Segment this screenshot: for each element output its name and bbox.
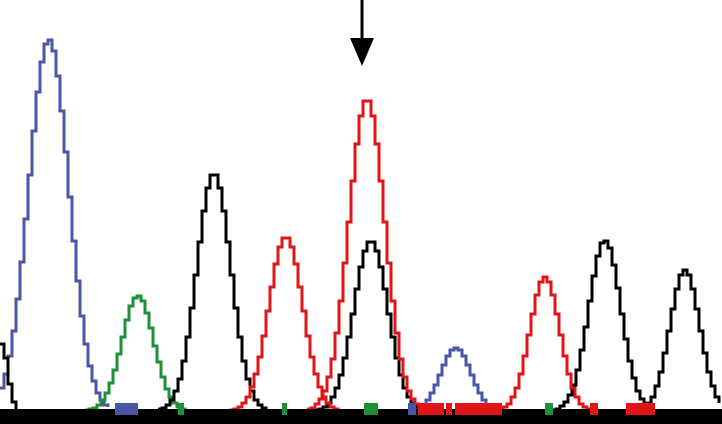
peak-0-0 — [0, 38, 110, 407]
baseline-band — [0, 409, 722, 424]
baseline-layer — [0, 403, 722, 424]
variant-arrow — [350, 0, 374, 66]
baseline-mark-1 — [178, 403, 184, 415]
baseline-mark-3 — [364, 403, 378, 415]
baseline-mark-7 — [455, 403, 502, 415]
peak-2-4 — [635, 268, 721, 412]
baseline-mark-4 — [408, 403, 416, 415]
peak-1-0 — [85, 294, 187, 412]
baseline-mark-2 — [282, 403, 287, 415]
annotation-layer — [350, 0, 374, 66]
peak-3-2 — [495, 275, 593, 412]
peak-3-0 — [230, 236, 340, 412]
peak-2-0 — [0, 342, 18, 409]
peak-2-3 — [552, 239, 654, 412]
baseline-mark-10 — [626, 403, 655, 415]
baseline-mark-5 — [418, 403, 444, 415]
trace-layer — [0, 38, 721, 413]
baseline-mark-8 — [545, 403, 553, 415]
peak-2-1 — [158, 173, 268, 411]
peak-3-1 — [307, 99, 425, 411]
baseline-mark-0 — [115, 403, 138, 415]
baseline-mark-6 — [446, 403, 452, 415]
peak-0-1 — [406, 346, 504, 413]
baseline-mark-9 — [590, 403, 598, 415]
arrow-head — [350, 38, 374, 66]
